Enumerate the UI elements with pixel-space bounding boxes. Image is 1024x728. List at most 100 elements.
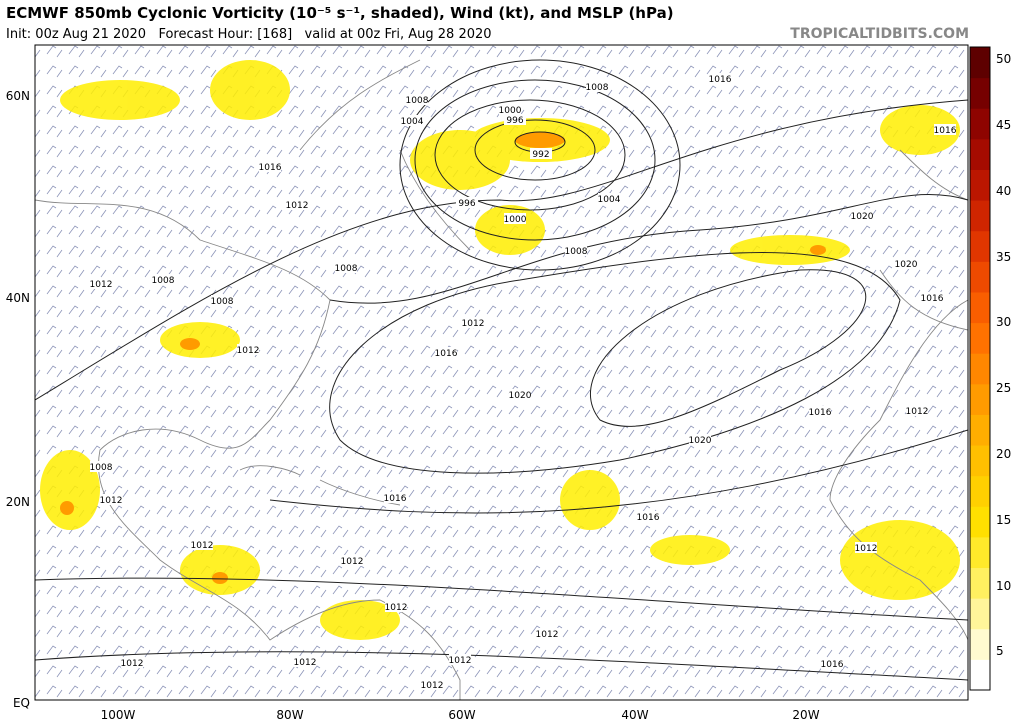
colorbar-band xyxy=(970,475,990,507)
isobar-label: 1016 xyxy=(637,513,660,523)
isobar-label-bg xyxy=(421,679,443,690)
colorbar-tick-label: 30 xyxy=(996,315,1011,329)
colorbar-band xyxy=(970,506,990,538)
isobar-label: 1016 xyxy=(921,294,944,304)
colorbar-band xyxy=(970,77,990,109)
colorbar-band xyxy=(970,138,990,170)
isobar-label: 1008 xyxy=(565,247,588,257)
lon-label: 60W xyxy=(448,708,475,722)
isobar-label-bg xyxy=(237,344,259,355)
isobar-label: 1012 xyxy=(100,496,123,506)
isobar-label: 1012 xyxy=(385,603,408,613)
colorbar-band xyxy=(970,322,990,354)
colorbar-band xyxy=(970,353,990,385)
map-frame xyxy=(34,44,969,701)
isobar-label-bg xyxy=(456,197,478,208)
colorbar-band xyxy=(970,47,990,79)
lat-label: 20N xyxy=(6,495,30,509)
colorbar-band xyxy=(970,536,990,569)
isobar-label: 1020 xyxy=(689,436,712,446)
isobar-label-bg xyxy=(341,555,363,566)
isobar-label-bg xyxy=(90,461,112,472)
isobar-label: 1008 xyxy=(335,264,358,274)
isobar-label: 1012 xyxy=(121,659,144,669)
isobar-label: 1012 xyxy=(237,346,260,356)
isobar-label: 1012 xyxy=(855,544,878,554)
isobar-label: 1012 xyxy=(421,681,444,691)
colorbar-tick-label: 45 xyxy=(996,118,1011,132)
colorbar-tick-label: 20 xyxy=(996,447,1011,461)
isobar-label-bg xyxy=(709,73,731,84)
colorbar-band xyxy=(970,230,990,262)
isobar-label-bg xyxy=(499,104,521,115)
isobar-label: 1004 xyxy=(598,195,621,205)
isobar-label-bg xyxy=(335,262,357,273)
isobar-label-bg xyxy=(211,295,233,306)
isobar-label-bg xyxy=(504,114,526,125)
isobar-label: 992 xyxy=(532,150,549,160)
isobar-label: 1008 xyxy=(90,463,113,473)
isobar-label: 1016 xyxy=(435,349,458,359)
colorbar-band xyxy=(970,628,990,660)
isobar-label-bg xyxy=(934,124,956,135)
isobar-label: 1020 xyxy=(851,212,874,222)
isobar-label-bg xyxy=(536,628,558,639)
isobar-label-bg xyxy=(435,347,457,358)
colorbar-tick-label: 10 xyxy=(996,579,1011,593)
colorbar-band xyxy=(970,567,990,599)
isobar-label: 1012 xyxy=(341,557,364,567)
subtitle: Init: 00z Aug 21 2020 Forecast Hour: [16… xyxy=(6,27,492,42)
isobar-label-bg xyxy=(286,199,308,210)
isobar-label-bg xyxy=(406,94,428,105)
isobar-label: 1012 xyxy=(191,541,214,551)
lat-label: 40N xyxy=(6,291,30,305)
colorbar-band xyxy=(970,414,990,446)
isobar-label-bg xyxy=(401,115,423,126)
colorbar-band xyxy=(970,200,990,232)
lon-label: 100W xyxy=(101,708,136,722)
isobar-label-bg xyxy=(565,245,587,256)
isobar-label-bg xyxy=(504,213,526,224)
isobar-label: 1016 xyxy=(709,75,732,85)
isobar-label-bg xyxy=(509,389,531,400)
isobar-label: 1012 xyxy=(286,201,309,211)
isobar-label-bg xyxy=(637,511,659,522)
colorbar-band xyxy=(970,659,990,691)
isobar-label: 1012 xyxy=(449,656,472,666)
colorbar-band xyxy=(970,598,990,630)
isobar-label: 1016 xyxy=(821,660,844,670)
isobar-label-bg xyxy=(462,317,484,328)
isobar-label-bg xyxy=(294,656,316,667)
colorbar-band xyxy=(970,383,990,415)
isobar-label: 1012 xyxy=(90,280,113,290)
isobar-label: 1008 xyxy=(586,83,609,93)
lat-label: EQ xyxy=(13,696,30,710)
isobar-label: 1016 xyxy=(934,126,957,136)
isobar-label-bg xyxy=(191,539,213,550)
title: ECMWF 850mb Cyclonic Vorticity (10⁻⁵ s⁻¹… xyxy=(6,4,674,22)
isobar-label: 1012 xyxy=(462,319,485,329)
isobar-label-bg xyxy=(100,494,122,505)
colorbar-band xyxy=(970,445,990,477)
colorbar-band xyxy=(970,108,990,140)
isobar-label: 1020 xyxy=(895,260,918,270)
isobar-label-bg xyxy=(598,193,620,204)
isobar-label-bg xyxy=(586,81,608,92)
lon-label: 20W xyxy=(792,708,819,722)
colorbar-tick-label: 50 xyxy=(996,52,1011,66)
brand: TROPICALTIDBITS.COM xyxy=(790,26,969,42)
colorbar-tick-label: 25 xyxy=(996,381,1011,395)
colorbar-band xyxy=(970,169,990,201)
colorbar-frame xyxy=(969,46,991,691)
colorbar-tick-label: 35 xyxy=(996,250,1011,264)
colorbar-tick-label: 15 xyxy=(996,513,1011,527)
isobar-label-bg xyxy=(90,278,112,289)
lon-label: 80W xyxy=(276,708,303,722)
isobar-label: 1016 xyxy=(384,494,407,504)
isobar-label: 996 xyxy=(506,116,523,126)
isobar-label: 1008 xyxy=(211,297,234,307)
lon-label: 40W xyxy=(621,708,648,722)
isobar-label-bg xyxy=(821,658,843,669)
